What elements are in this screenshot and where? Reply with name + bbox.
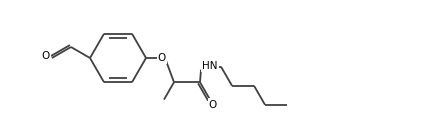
Text: O: O — [158, 53, 166, 63]
Text: O: O — [42, 51, 50, 61]
Text: O: O — [209, 100, 217, 110]
Text: HN: HN — [202, 61, 218, 71]
